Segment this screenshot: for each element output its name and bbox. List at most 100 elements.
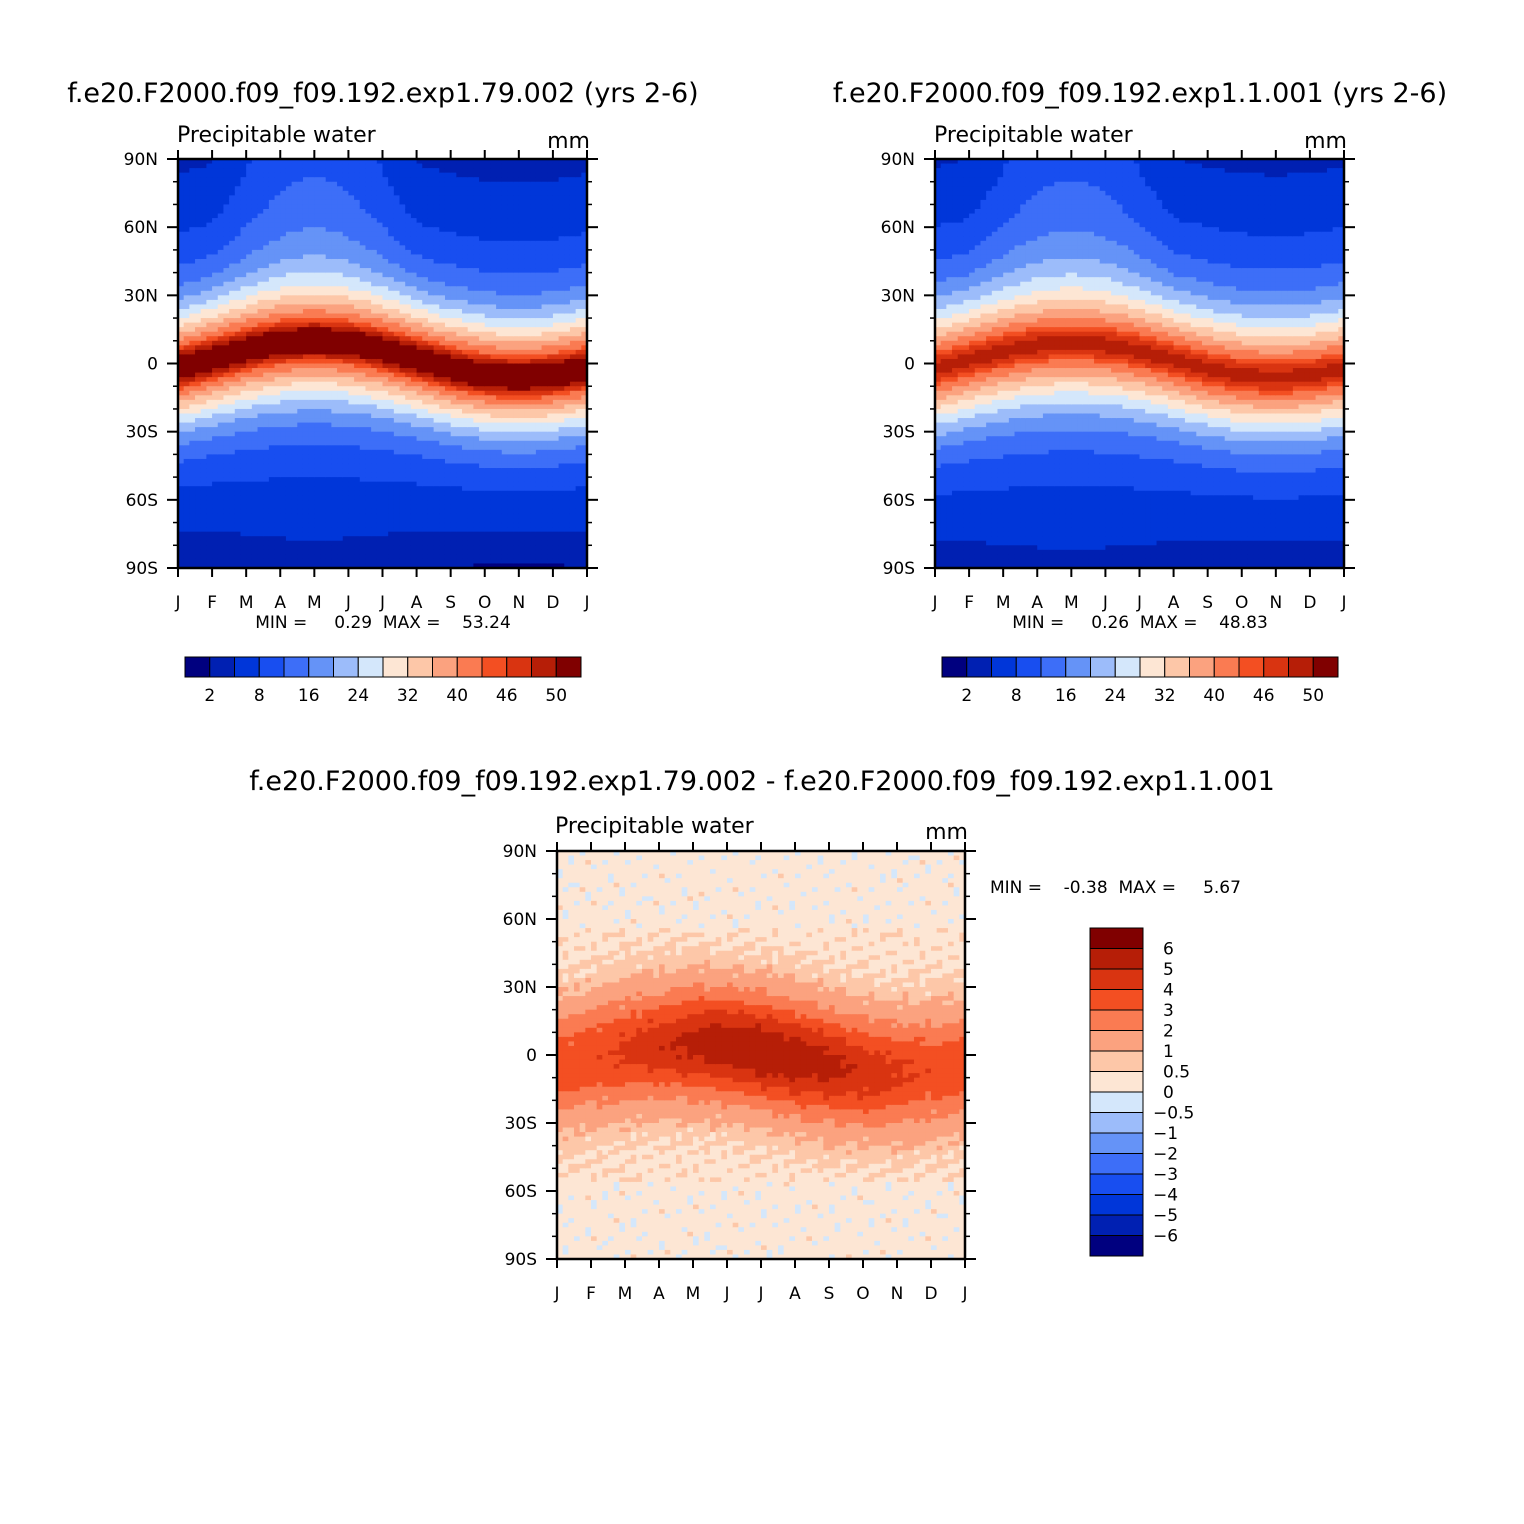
contour-cell [399, 222, 406, 228]
contour-cell [422, 263, 429, 269]
contour-cell [285, 540, 293, 546]
contour-cell [462, 340, 469, 346]
contour-cell [462, 513, 469, 519]
contour-cell [427, 281, 435, 287]
contour-cell [320, 208, 327, 215]
contour-cell [393, 463, 401, 469]
contour-cell [183, 477, 190, 483]
contour-cell [257, 540, 264, 546]
contour-cell [206, 268, 213, 274]
contour-cell [234, 159, 242, 165]
contour-cell [257, 554, 264, 560]
contour-cell [195, 177, 202, 183]
contour-cell [229, 504, 236, 510]
contour-cell [416, 295, 423, 301]
contour-cell [240, 563, 247, 569]
contour-cell [314, 518, 321, 524]
contour-cell [325, 322, 332, 328]
contour-cell [433, 159, 440, 165]
contour-cell [365, 236, 372, 242]
contour-cell [456, 558, 463, 565]
contour-cell [359, 531, 367, 537]
contour-cell [308, 518, 315, 524]
contour-cell [342, 404, 350, 410]
contour-cell [200, 554, 207, 560]
contour-cell [462, 531, 469, 537]
contour-cell [268, 522, 276, 528]
contour-cell [456, 295, 463, 301]
contour-cell [263, 163, 270, 169]
contour-cell [359, 390, 367, 396]
contour-cell [331, 199, 338, 206]
contour-cell [302, 545, 310, 551]
contour-cell [331, 390, 338, 396]
contour-cell [354, 368, 361, 374]
contour-cell [251, 468, 259, 474]
contour-cell [251, 531, 259, 537]
contour-cell [342, 363, 350, 369]
contour-cell [359, 454, 367, 460]
contour-cell [206, 540, 213, 546]
contour-cell [229, 486, 236, 492]
contour-cell [178, 563, 185, 569]
contour-cell [200, 481, 207, 487]
contour-cell [308, 499, 315, 505]
contour-cell [178, 554, 185, 560]
contour-cell [291, 527, 298, 533]
contour-cell [200, 322, 207, 328]
contour-cell [342, 513, 350, 519]
contour-cell [348, 522, 355, 528]
contour-cell [251, 163, 259, 169]
contour-cell [342, 563, 350, 569]
contour-cell [359, 218, 367, 224]
contour-cell [365, 331, 372, 337]
contour-cell [479, 381, 486, 387]
contour-cell [217, 263, 225, 269]
contour-cell [433, 313, 440, 319]
contour-cell [240, 518, 247, 524]
contour-cell [484, 408, 492, 415]
contour-cell [410, 404, 418, 410]
contour-cell [348, 331, 355, 337]
contour-cell [371, 372, 378, 378]
contour-cell [297, 468, 304, 474]
contour-cell [251, 281, 259, 287]
contour-cell [302, 486, 310, 492]
contour-cell [325, 254, 332, 260]
contour-cell [462, 213, 469, 219]
contour-cell [212, 263, 219, 269]
contour-cell [302, 354, 310, 360]
contour-cell [314, 454, 321, 460]
contour-cell [234, 563, 242, 569]
contour-cell [337, 172, 344, 178]
contour-cell [320, 522, 327, 528]
contour-cell [217, 354, 225, 360]
contour-cell [410, 190, 418, 196]
contour-cell [342, 322, 350, 328]
contour-cell [195, 208, 202, 215]
contour-cell [439, 313, 446, 319]
contour-cell [291, 545, 298, 551]
contour-cell [297, 554, 304, 560]
contour-cell [280, 458, 287, 465]
contour-cell [251, 486, 259, 492]
contour-cell [331, 349, 338, 356]
contour-cell [297, 254, 304, 260]
contour-cell [410, 531, 418, 537]
contour-cell [246, 245, 253, 251]
contour-cell [320, 349, 327, 356]
contour-cell [229, 399, 236, 405]
contour-cell [263, 299, 270, 306]
contour-cell [246, 172, 253, 178]
contour-cell [268, 313, 276, 319]
contour-cell [274, 168, 281, 174]
contour-cell [456, 499, 463, 505]
contour-cell [257, 386, 264, 392]
contour-cell [348, 236, 355, 242]
contour-cell [354, 299, 361, 306]
contour-cell [320, 545, 327, 551]
contour-cell [433, 377, 440, 383]
contour-cell [325, 431, 332, 437]
contour-cell [308, 413, 315, 419]
contour-cell [325, 208, 332, 215]
